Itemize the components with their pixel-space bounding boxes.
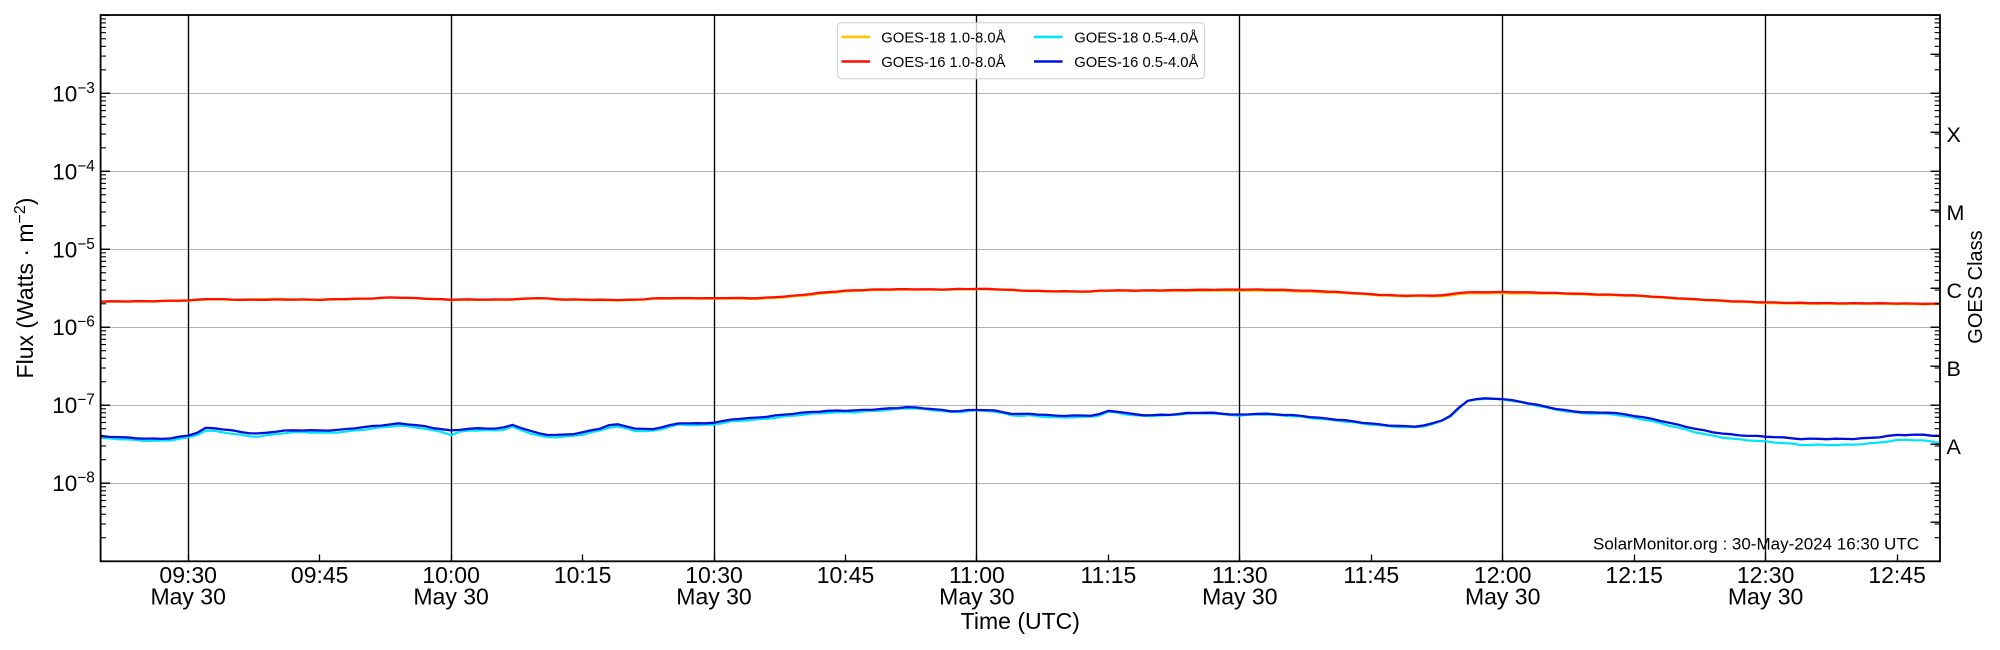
svg-text:11:00: 11:00 bbox=[949, 562, 1005, 588]
svg-text:M: M bbox=[1947, 201, 1965, 225]
svg-text:10:15: 10:15 bbox=[554, 562, 612, 588]
svg-text:May 30: May 30 bbox=[1465, 584, 1540, 610]
svg-text:GOES-18 1.0-8.0Å: GOES-18 1.0-8.0Å bbox=[881, 30, 1005, 47]
svg-text:11:15: 11:15 bbox=[1080, 562, 1136, 588]
svg-text:10:45: 10:45 bbox=[817, 562, 875, 588]
svg-text:May 30: May 30 bbox=[676, 584, 751, 610]
svg-text:May 30: May 30 bbox=[1728, 584, 1803, 610]
svg-text:C: C bbox=[1947, 279, 1963, 303]
svg-text:09:45: 09:45 bbox=[291, 562, 349, 588]
svg-text:12:00: 12:00 bbox=[1474, 562, 1532, 588]
svg-text:May 30: May 30 bbox=[939, 584, 1014, 610]
svg-text:May 30: May 30 bbox=[150, 584, 225, 610]
svg-text:SolarMonitor.org : 30-May-2024: SolarMonitor.org : 30-May-2024 16:30 UTC bbox=[1593, 535, 1919, 554]
svg-text:GOES-18 0.5-4.0Å: GOES-18 0.5-4.0Å bbox=[1074, 30, 1198, 47]
svg-text:10:00: 10:00 bbox=[422, 562, 480, 588]
svg-text:May 30: May 30 bbox=[1202, 584, 1277, 610]
svg-text:12:15: 12:15 bbox=[1605, 562, 1663, 588]
svg-text:Time (UTC): Time (UTC) bbox=[961, 608, 1080, 634]
svg-text:11:30: 11:30 bbox=[1212, 562, 1268, 588]
svg-text:12:30: 12:30 bbox=[1737, 562, 1795, 588]
svg-text:B: B bbox=[1947, 357, 1961, 381]
svg-text:09:30: 09:30 bbox=[159, 562, 217, 588]
svg-text:10:30: 10:30 bbox=[685, 562, 743, 588]
svg-text:May 30: May 30 bbox=[413, 584, 488, 610]
svg-text:Flux (Watts · m−2): Flux (Watts · m−2) bbox=[12, 198, 38, 379]
svg-text:A: A bbox=[1947, 435, 1962, 459]
svg-text:GOES Class: GOES Class bbox=[1965, 230, 1987, 343]
svg-text:GOES-16 0.5-4.0Å: GOES-16 0.5-4.0Å bbox=[1074, 54, 1198, 71]
svg-text:GOES-16 1.0-8.0Å: GOES-16 1.0-8.0Å bbox=[881, 54, 1005, 71]
svg-text:12:45: 12:45 bbox=[1868, 562, 1926, 588]
svg-text:11:45: 11:45 bbox=[1343, 562, 1399, 588]
svg-text:X: X bbox=[1947, 123, 1961, 147]
